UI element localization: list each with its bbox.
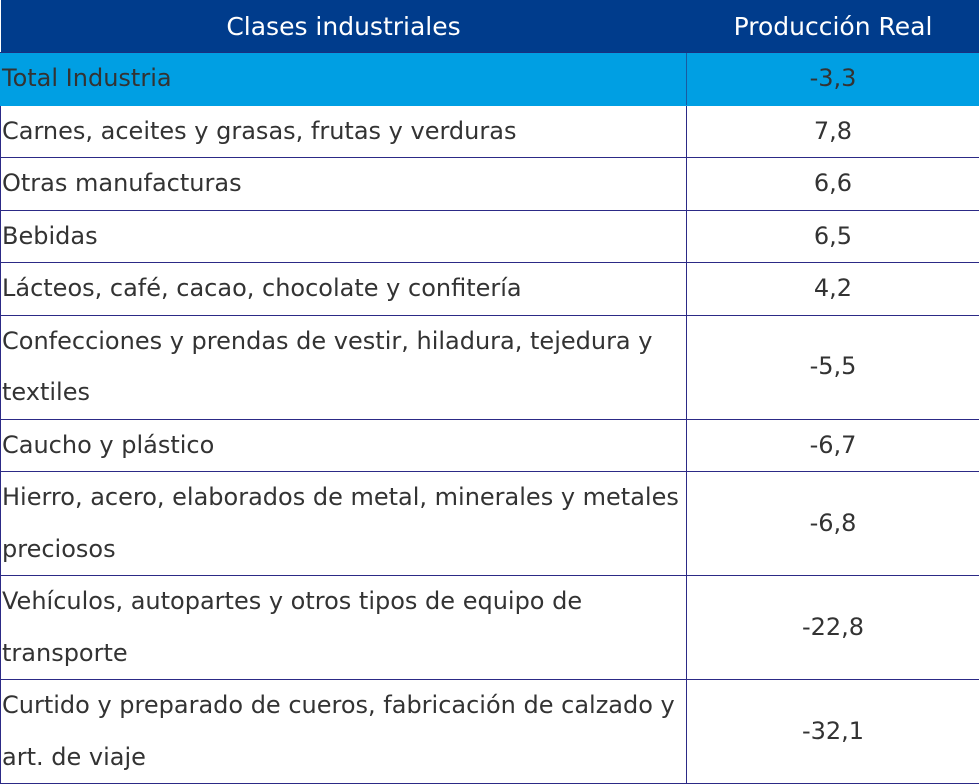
header-value: Producción Real: [687, 0, 979, 53]
row-label: Lácteos, café, cacao, chocolate y confit…: [1, 263, 687, 316]
row-label: Confecciones y prendas de vestir, hiladu…: [1, 315, 687, 419]
table-row: Bebidas 6,5: [1, 210, 979, 263]
row-value: -6,8: [687, 472, 979, 576]
total-label: Total Industria: [1, 53, 687, 106]
table-row: Vehículos, autopartes y otros tipos de e…: [1, 576, 979, 680]
row-label: Hierro, acero, elaborados de metal, mine…: [1, 472, 687, 576]
header-category: Clases industriales: [1, 0, 687, 53]
row-value: -5,5: [687, 315, 979, 419]
row-label: Vehículos, autopartes y otros tipos de e…: [1, 576, 687, 680]
total-value: -3,3: [687, 53, 979, 106]
row-value: -22,8: [687, 576, 979, 680]
row-value: 4,2: [687, 263, 979, 316]
table-header-row: Clases industriales Producción Real: [1, 0, 979, 53]
table-row: Carnes, aceites y grasas, frutas y verdu…: [1, 105, 979, 158]
table-row: Caucho y plástico -6,7: [1, 419, 979, 472]
table-row: Otras manufacturas 6,6: [1, 158, 979, 211]
row-value: -32,1: [687, 680, 979, 784]
total-row: Total Industria -3,3: [1, 53, 979, 106]
row-label: Otras manufacturas: [1, 158, 687, 211]
row-value: 6,6: [687, 158, 979, 211]
row-label: Caucho y plástico: [1, 419, 687, 472]
row-label: Curtido y preparado de cueros, fabricaci…: [1, 680, 687, 784]
row-value: -6,7: [687, 419, 979, 472]
table-row: Confecciones y prendas de vestir, hiladu…: [1, 315, 979, 419]
row-label: Bebidas: [1, 210, 687, 263]
table-row: Lácteos, café, cacao, chocolate y confit…: [1, 263, 979, 316]
table-row: Curtido y preparado de cueros, fabricaci…: [1, 680, 979, 784]
row-label: Carnes, aceites y grasas, frutas y verdu…: [1, 105, 687, 158]
row-value: 6,5: [687, 210, 979, 263]
table-row: Hierro, acero, elaborados de metal, mine…: [1, 472, 979, 576]
row-value: 7,8: [687, 105, 979, 158]
